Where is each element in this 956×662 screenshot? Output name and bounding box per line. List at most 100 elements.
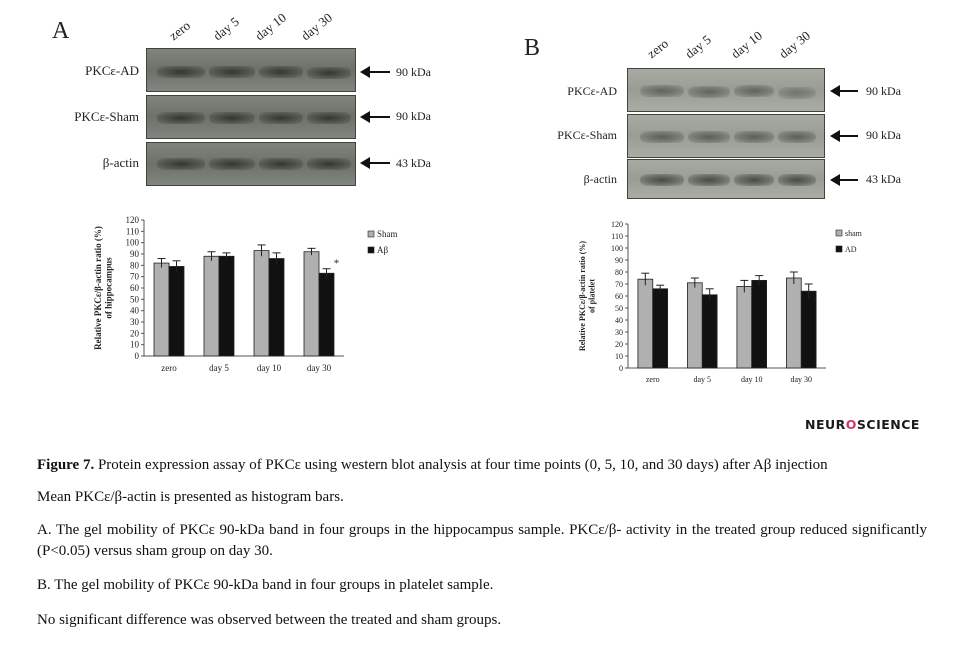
blot-band [209,112,255,124]
y-tick-label: 80 [615,268,623,277]
blot-band [259,66,303,78]
x-tick-label: zero [646,375,660,384]
blot-band [209,66,255,78]
blot-band [157,112,205,124]
y-axis-label-line: of hippocampus [103,257,113,319]
arrow-icon [830,174,858,186]
blot-band [640,174,684,186]
caption-line: B. The gel mobility of PKCε 90-kDa band … [37,577,494,593]
legend-swatch [367,246,375,254]
y-tick-label: 10 [615,352,623,361]
blot-strip [627,159,825,199]
bar [687,282,703,369]
blot-row-label: PKCε-AD [567,84,617,98]
blot-band [688,174,730,186]
blot-band [688,131,730,143]
kda-label: 90 kDa [396,65,431,79]
blot-band [778,87,816,99]
blot-band [688,86,730,98]
y-tick-label: 10 [130,340,140,350]
blot-band [734,85,774,97]
blot-band [157,66,205,78]
lane-label: zero [166,17,194,44]
panel-a-letter: A [52,18,70,44]
blot-row-label: PKCε-Sham [74,109,139,124]
blot-band [259,112,303,124]
bar [218,255,235,357]
y-tick-label: 90 [130,249,140,259]
y-tick-label: 60 [130,283,140,293]
significance-marker: * [334,258,340,270]
caption-line: Mean PKCε/β-actin is presented as histog… [37,489,344,505]
lane-label: day 30 [298,9,335,44]
blot-band [778,174,816,186]
y-tick-label: 30 [130,317,140,327]
blot-band [307,112,351,124]
y-tick-label: 30 [615,328,623,337]
logo-text-part: NEUR [805,417,846,432]
arrow-icon [830,85,858,97]
caption-title-text: Protein expression assay of PKCε using w… [97,457,828,473]
legend-label: Sham [377,229,398,239]
y-tick-label: 100 [126,238,140,248]
x-tick-label: day 5 [209,363,229,373]
y-tick-label: 110 [126,226,140,236]
y-axis-label: Relative PKCε/β-actin ratio (%)of platel… [578,241,596,351]
y-axis-label: Relative PKCε/β-actin ratio (%)of hippoc… [93,226,113,350]
y-tick-label: 40 [615,316,623,325]
blot-strip [146,142,356,186]
bar [153,262,170,357]
blot-strip [146,95,356,139]
y-tick-label: 0 [619,364,623,373]
blot-band [734,131,774,143]
x-tick-label: day 30 [307,363,332,373]
y-tick-label: 40 [130,306,140,316]
blot-band [640,85,684,97]
lane-label: day 5 [210,13,242,44]
bar [303,251,320,357]
y-tick-label: 100 [611,244,623,253]
x-tick-label: day 5 [693,375,711,384]
panel-b-letter: B [524,35,541,61]
legend-swatch [835,245,843,253]
blot-strip [627,68,825,112]
caption-line: No significant difference was observed b… [37,612,502,628]
legend-swatch [367,230,375,238]
blot-band [307,158,351,170]
y-tick-label: 60 [615,292,623,301]
bar [637,278,654,369]
blot-band [734,174,774,186]
chart-b-platelet: 0 10 20 30 40 50 60 70 80 90 100 110 120 Relative PKC… [578,220,862,384]
y-axis-label-line: of platelet [587,279,596,313]
lane-label: day 5 [682,31,714,62]
y-axis-label-line: Relative PKCε/β-actin ratio (%) [578,241,587,351]
y-tick-label: 20 [130,328,140,338]
y-tick-label: 50 [615,304,623,313]
arrow-icon [830,130,858,142]
blot-row-label: β-actin [583,172,617,186]
blot-row-label: β-actin [102,155,139,170]
figure-caption: Figure 7. Protein expression assay of PK… [37,455,927,476]
y-tick-label: 80 [130,260,140,270]
y-tick-label: 0 [135,351,140,361]
blot-band [778,131,816,143]
caption-title-bold: Figure 7. [37,457,95,473]
y-tick-label: 120 [126,215,140,225]
y-axis-label-line: Relative PKCε/β-actin ratio (%) [93,226,103,350]
legend-swatch [835,229,843,237]
kda-label: 90 kDa [866,128,901,142]
y-tick-label: 90 [615,256,623,265]
blot-band [307,67,351,79]
x-tick-label: zero [161,363,177,373]
legend-label: AD [845,245,857,254]
arrow-icon [360,111,390,123]
bar [800,290,817,369]
legend-label: Aβ [377,245,388,255]
blot-row-label: PKCε-Sham [557,128,617,142]
bar [203,255,220,357]
bar [736,286,753,369]
arrow-icon [360,66,390,78]
kda-label: 43 kDa [396,156,431,170]
y-tick-label: 50 [130,294,140,304]
blot-strip [146,48,356,92]
